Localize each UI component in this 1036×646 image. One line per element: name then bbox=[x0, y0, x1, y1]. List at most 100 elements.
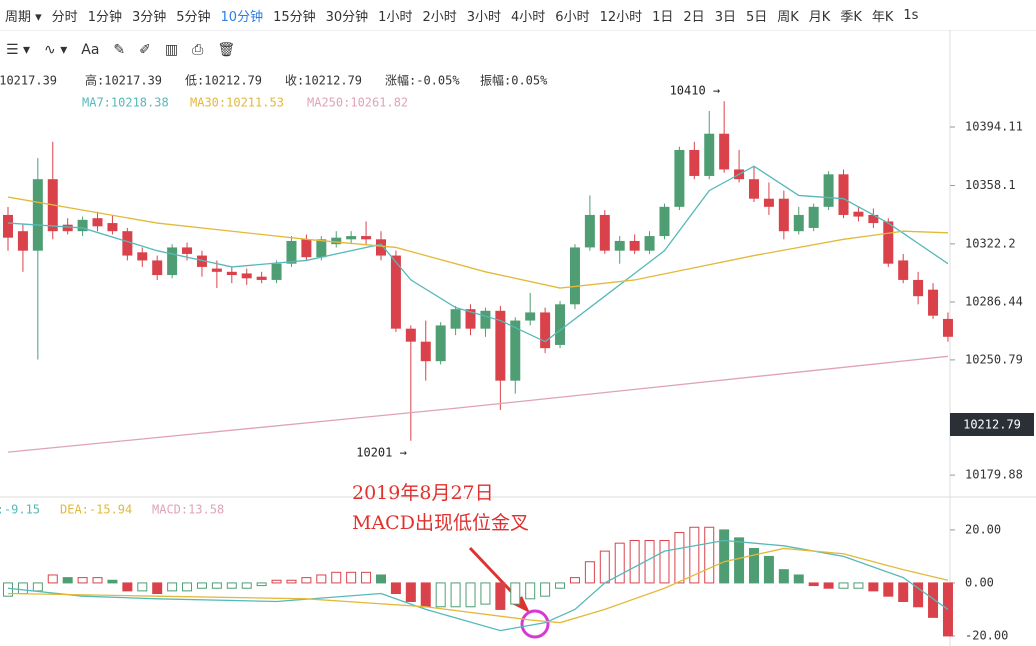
macd-bar bbox=[793, 574, 804, 584]
macd-bar bbox=[152, 582, 163, 595]
legend-entry: DEA:-15.94 bbox=[60, 503, 132, 517]
macd-bar bbox=[898, 582, 909, 602]
macd-bar bbox=[137, 582, 148, 592]
candle-body bbox=[390, 255, 401, 329]
ma-line bbox=[7, 196, 948, 289]
y-tick-label: 10179.88 bbox=[965, 468, 1023, 482]
period-tab[interactable]: 10分钟 bbox=[220, 9, 264, 25]
candle-body bbox=[569, 247, 580, 305]
candle-body bbox=[719, 133, 730, 170]
macd-bar bbox=[241, 582, 252, 589]
candle-body bbox=[92, 218, 103, 227]
macd-bar bbox=[629, 540, 640, 584]
candle-body bbox=[62, 224, 73, 232]
price-tag bbox=[950, 413, 1034, 436]
period-tab[interactable]: 3分钟 bbox=[131, 9, 167, 25]
period-tab[interactable]: 1日 bbox=[652, 9, 674, 25]
candle-body bbox=[256, 276, 267, 280]
candle-body bbox=[510, 320, 521, 381]
text-tool[interactable]: Aa bbox=[81, 42, 100, 58]
y-tick-label: 10322.2 bbox=[965, 236, 1016, 250]
macd-bar bbox=[420, 582, 431, 608]
macd-bar bbox=[868, 582, 879, 592]
period-tab[interactable]: 4小时 bbox=[511, 9, 546, 25]
period-tab[interactable]: 2日 bbox=[683, 9, 705, 25]
candle-body bbox=[420, 341, 431, 362]
candle-body bbox=[152, 260, 163, 276]
period-tab[interactable]: 月K bbox=[808, 9, 831, 25]
candle-body bbox=[704, 133, 715, 176]
candle-body bbox=[868, 214, 879, 224]
y-tick-label: 10394.11 bbox=[965, 120, 1023, 134]
legend-entry: MACD:13.58 bbox=[152, 503, 224, 517]
macd-bar bbox=[331, 571, 342, 584]
period-tab[interactable]: 1s bbox=[903, 7, 919, 23]
macd-bar bbox=[480, 582, 491, 605]
period-tab[interactable]: 年K bbox=[871, 9, 894, 25]
period-tab[interactable]: 周期 ▾ bbox=[5, 9, 42, 25]
candle-body bbox=[883, 221, 894, 264]
info-field: 开:10217.39 bbox=[0, 74, 57, 88]
period-tab[interactable]: 5分钟 bbox=[176, 9, 211, 25]
candle-body bbox=[793, 214, 804, 232]
extreme-label: 10201 → bbox=[356, 445, 407, 459]
period-tab[interactable]: 分时 bbox=[51, 9, 78, 25]
candle-body bbox=[167, 247, 178, 276]
period-tab[interactable]: 2小时 bbox=[422, 9, 457, 25]
macd-bar bbox=[599, 550, 610, 584]
macd-bar bbox=[704, 526, 715, 584]
macd-bar bbox=[674, 532, 685, 584]
period-tab[interactable]: 周K bbox=[777, 9, 799, 25]
candle-body bbox=[122, 231, 133, 256]
period-tab[interactable]: 3日 bbox=[714, 9, 736, 25]
period-tab[interactable]: 季K bbox=[840, 9, 862, 25]
candle-body bbox=[361, 236, 372, 240]
macd-bar bbox=[838, 582, 849, 589]
candle-body bbox=[942, 318, 953, 337]
macd-bar bbox=[540, 582, 551, 597]
macd-bar bbox=[226, 582, 237, 589]
candle-body bbox=[301, 239, 312, 258]
period-tab[interactable]: 6小时 bbox=[555, 9, 590, 25]
candle-body bbox=[346, 236, 357, 240]
candle-body bbox=[823, 174, 834, 207]
macd-bar bbox=[942, 582, 953, 637]
candle-body bbox=[555, 304, 566, 345]
y-tick-label: -20.00 bbox=[965, 628, 1008, 642]
candle-body bbox=[3, 214, 13, 238]
info-field: 振幅:0.05% bbox=[480, 73, 548, 88]
candle-body bbox=[928, 289, 939, 316]
macd-bar bbox=[659, 540, 670, 584]
info-field: 收:10212.79 bbox=[285, 74, 362, 88]
macd-bar bbox=[62, 577, 73, 584]
info-field: 低:10212.79 bbox=[185, 74, 262, 88]
macd-bar bbox=[122, 582, 133, 592]
period-tab[interactable]: 12小时 bbox=[599, 9, 643, 25]
arrow-head bbox=[512, 596, 530, 613]
period-tab[interactable]: 1小时 bbox=[378, 9, 413, 25]
candle-body bbox=[331, 237, 342, 245]
legend-entry: MA30:10211.53 bbox=[190, 96, 284, 110]
period-tab[interactable]: 5日 bbox=[745, 9, 768, 25]
macd-bar bbox=[435, 582, 446, 608]
candle-body bbox=[241, 273, 252, 279]
candle-body bbox=[226, 271, 237, 276]
period-tab[interactable]: 15分钟 bbox=[273, 9, 316, 25]
macd-bar bbox=[301, 577, 312, 584]
info-field: 高:10217.39 bbox=[85, 73, 162, 88]
candle-body bbox=[659, 206, 670, 237]
period-tab[interactable]: 30分钟 bbox=[325, 9, 369, 25]
candle-body bbox=[465, 309, 476, 329]
macd-bar bbox=[361, 571, 372, 584]
period-tab[interactable]: 3小时 bbox=[466, 9, 502, 25]
y-tick-label: 10250.79 bbox=[965, 352, 1023, 366]
candle-body bbox=[107, 223, 118, 232]
candle-body bbox=[525, 312, 536, 321]
candle-body bbox=[182, 247, 193, 254]
macd-bar bbox=[32, 582, 43, 592]
macd-bar bbox=[614, 542, 625, 584]
macd-bar bbox=[286, 579, 297, 584]
period-tab[interactable]: 1分钟 bbox=[87, 9, 122, 25]
macd-bar bbox=[525, 582, 536, 600]
